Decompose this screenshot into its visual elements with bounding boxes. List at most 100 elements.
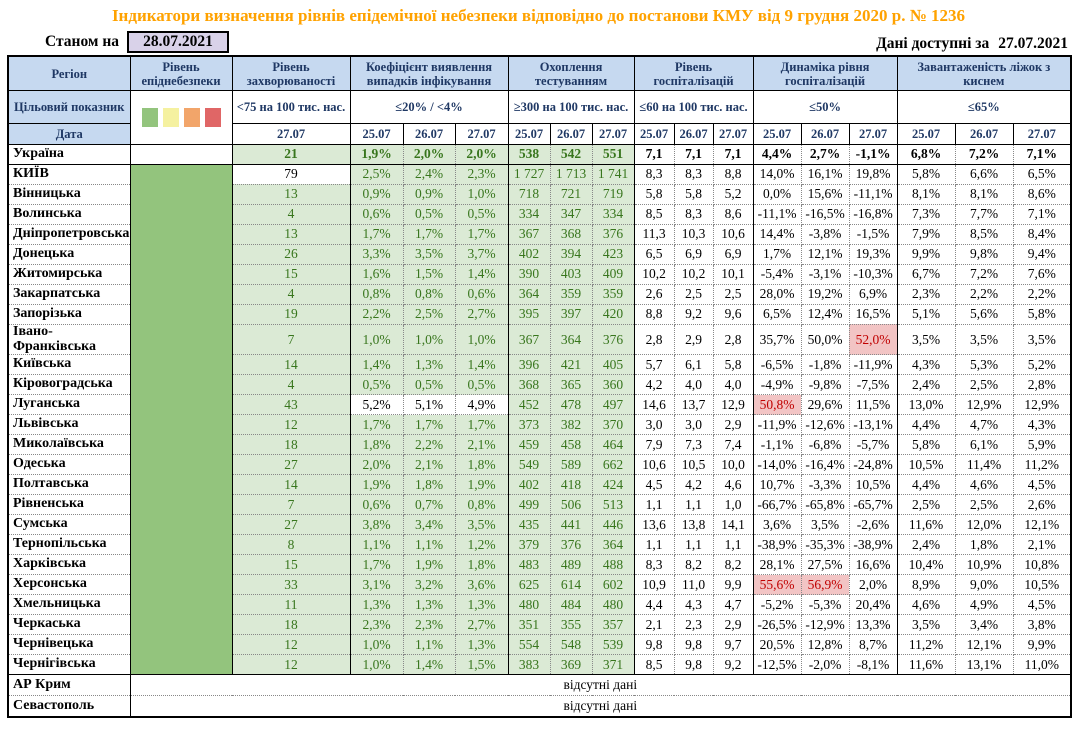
region-name: Волинська [8, 204, 131, 225]
oxygen-cell: 5,8% [1013, 304, 1072, 325]
detection-cell: 1,4% [349, 354, 404, 376]
epid-level-cell [130, 434, 233, 455]
region-name: Тернопільська [8, 534, 131, 556]
region-name: Черкаська [8, 614, 131, 636]
detection-cell: 1,5% [455, 654, 509, 676]
hospitalization-cell: 6,1 [674, 354, 714, 376]
dynamics-cell: 15,6% [801, 184, 850, 205]
date-cell: 26.07 [800, 122, 850, 145]
detection-cell: 1,4% [455, 354, 509, 376]
oxygen-cell: 9,9% [1013, 634, 1072, 656]
testing-cell: 452 [507, 394, 551, 416]
region-row: Івано- Франківська 7 1,0% 1,0% 1,0% 367 364 376… [8, 324, 1072, 356]
dynamics-cell: -6,5% [752, 354, 802, 376]
oxygen-cell: 2,8% [1013, 374, 1072, 396]
morbidity-cell: 19 [231, 304, 351, 325]
hospitalization-cell: 14,1 [713, 514, 754, 536]
testing-cell: 488 [592, 554, 635, 576]
hospitalization-cell: 1,1 [674, 494, 714, 516]
morbidity-cell: 27 [231, 454, 351, 476]
oxygen-cell: 10,8% [1013, 554, 1072, 576]
testing-cell: 379 [507, 534, 551, 556]
epid-level-cell [130, 374, 233, 395]
date-cell: 25.07 [896, 122, 956, 145]
hospitalization-cell: 9,8 [674, 634, 714, 656]
region-name: Рівненська [8, 494, 131, 516]
region-row: Запорізька 19 2,2% 2,5% 2,7% 395 397 420 8,8 9,2 9… [8, 304, 1072, 325]
detection-cell: 2,3% [349, 614, 404, 636]
region-name: Луганська [8, 394, 131, 416]
hospitalization-cell: 2,5 [674, 284, 714, 305]
oxygen-cell: 3,4% [955, 614, 1014, 636]
region-row: Київська 14 1,4% 1,3% 1,4% 396 421 405 5,7 6,1 5,8… [8, 354, 1072, 376]
region-row: Херсонська 33 3,1% 3,2% 3,6% 625 614 602 10,9 11,… [8, 574, 1072, 596]
region-row: Черкаська 18 2,3% 2,3% 2,7% 351 355 357 2,1 2,3 2,… [8, 614, 1072, 636]
testing-cell: 480 [592, 594, 635, 616]
detection-cell: 1,3% [403, 594, 456, 616]
epid-level-cell [130, 224, 233, 245]
region-row: Чернігівська 12 1,0% 1,4% 1,5% 383 369 371 8,5 9,… [8, 654, 1072, 676]
detection-cell: 1,0% [349, 634, 404, 656]
testing-cell: 403 [550, 264, 593, 285]
detection-cell: 1,4% [455, 264, 509, 285]
dynamics-cell: -11,9% [752, 414, 802, 436]
testing-cell: 421 [550, 354, 593, 376]
oxygen-cell: 5,9% [1013, 434, 1072, 456]
detection-cell: 3,6% [455, 574, 509, 596]
dynamics-cell: 19,2% [801, 284, 850, 305]
testing-cell: 360 [592, 374, 635, 396]
oxygen-cell: 5,6% [955, 304, 1014, 325]
detection-cell: 2,5% [403, 304, 456, 325]
dynamics-cell: 8,7% [849, 634, 898, 656]
detection-cell: 1,0% [349, 654, 404, 676]
hospitalization-cell: 8,2 [674, 554, 714, 576]
hospitalization-cell: 7,1 [713, 144, 754, 165]
dynamics-cell: -6,8% [801, 434, 850, 456]
testing-cell: 397 [550, 304, 593, 325]
dynamics-cell: 27,5% [801, 554, 850, 576]
region-row: Харківська 15 1,7% 1,9% 1,8% 483 489 488 8,3 8,2 8… [8, 554, 1072, 576]
epid-level-cell [130, 204, 233, 225]
oxygen-cell: 4,3% [1013, 414, 1072, 436]
hospitalization-cell: 11,0 [674, 574, 714, 596]
report-title: Індикатори визначення рівнів епідемічної… [111, 6, 966, 25]
dynamics-cell: -35,3% [801, 534, 850, 556]
dynamics-cell: -12,6% [801, 414, 850, 436]
testing-cell: 441 [550, 514, 593, 536]
no-data-row: Севастополь відсутні дані [8, 695, 1072, 718]
detection-cell: 3,1% [349, 574, 404, 596]
morbidity-cell: 14 [231, 474, 351, 496]
hospitalization-cell: 13,8 [674, 514, 714, 536]
target-oxygen-beds: ≤65% [896, 89, 1072, 124]
detection-cell: 1,2% [455, 534, 509, 556]
detection-cell: 0,8% [403, 284, 456, 305]
dynamics-cell: 16,5% [849, 304, 898, 325]
oxygen-cell: 3,8% [1013, 614, 1072, 636]
date-row-label: Дата [7, 122, 131, 145]
hospitalization-cell: 2,8 [633, 324, 675, 356]
detection-cell: 3,4% [403, 514, 456, 536]
oxygen-cell: 12,1% [1013, 514, 1072, 536]
hospitalization-cell: 9,6 [713, 304, 754, 325]
region-row: Рівненська 7 0,6% 0,7% 0,8% 499 506 513 1,1 1,1 1,… [8, 494, 1072, 516]
testing-cell: 458 [550, 434, 593, 456]
oxygen-cell: 11,2% [1013, 454, 1072, 476]
date-cell: 26.07 [954, 122, 1014, 145]
testing-cell: 435 [507, 514, 551, 536]
testing-cell: 355 [550, 614, 593, 636]
oxygen-cell: 8,4% [1013, 224, 1072, 245]
testing-cell: 394 [550, 244, 593, 265]
testing-cell: 383 [507, 654, 551, 676]
dynamics-cell: 12,1% [801, 244, 850, 265]
morbidity-cell: 4 [231, 204, 351, 225]
testing-cell: 376 [592, 224, 635, 245]
hospitalization-cell: 10,6 [633, 454, 675, 476]
oxygen-cell: 6,1% [955, 434, 1014, 456]
oxygen-cell: 2,5% [955, 494, 1014, 516]
hospitalization-cell: 1,1 [633, 494, 675, 516]
epid-level-cell [130, 184, 233, 205]
dynamics-cell: 20,4% [849, 594, 898, 616]
oxygen-cell: 3,5% [896, 614, 956, 636]
date-cell: 25.07 [349, 122, 404, 145]
morbidity-cell: 18 [231, 434, 351, 456]
